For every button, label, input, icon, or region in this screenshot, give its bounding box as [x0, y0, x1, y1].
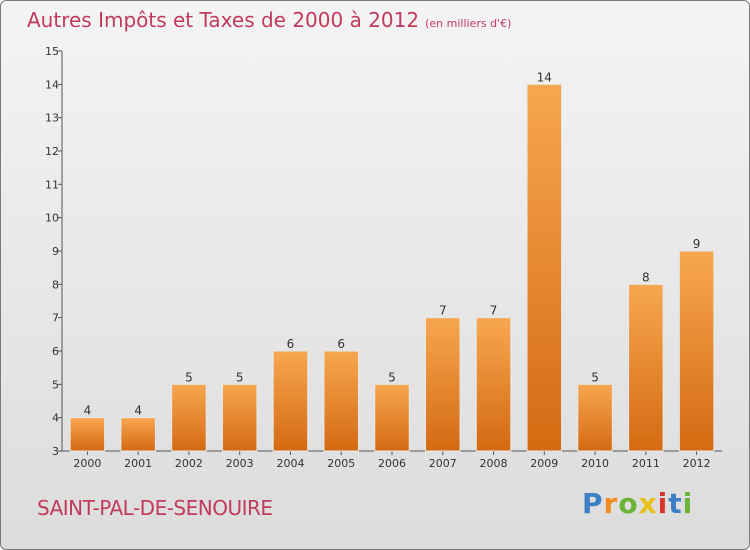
x-tick-label: 2000 [73, 457, 101, 470]
x-tick-label: 2005 [327, 457, 355, 470]
bar-value-label: 5 [236, 370, 244, 384]
y-tick-label: 15 [45, 45, 59, 58]
y-tick-label: 14 [45, 78, 59, 91]
logo-letter: x [638, 487, 658, 520]
bar-value-label: 7 [490, 304, 498, 318]
chart-labels: 2000 4 2001 4 2002 5 2003 5 2004 6 2005 6 2006 5 2007 7… [73, 70, 710, 470]
bar [374, 383, 410, 452]
y-tick-label: 4 [52, 412, 59, 425]
bar [323, 350, 359, 452]
bar [425, 317, 461, 452]
y-tick-label: 7 [52, 312, 59, 325]
commune-name: SAINT-PAL-DE-SENOUIRE [37, 496, 273, 520]
y-tick-label: 10 [45, 212, 59, 225]
y-tick-label: 12 [45, 145, 59, 158]
x-tick-label: 2010 [581, 457, 609, 470]
x-tick-label: 2004 [276, 457, 304, 470]
y-tick-label: 11 [45, 178, 59, 191]
y-tick-label: 5 [52, 378, 59, 391]
bar [171, 383, 207, 452]
y-tick-label: 3 [52, 445, 59, 458]
bar [678, 250, 715, 452]
bar [526, 83, 563, 452]
chart-title-text: Autres Impôts et Taxes de 2000 à 2012 [27, 8, 420, 32]
bar [221, 383, 258, 452]
bar-value-label: 5 [388, 370, 396, 384]
bar-value-label: 14 [537, 70, 552, 84]
bar-value-label: 4 [84, 404, 92, 418]
x-tick-label: 2009 [530, 457, 558, 470]
logo-letter: r [603, 487, 619, 520]
bar [577, 383, 613, 452]
x-tick-label: 2001 [124, 457, 152, 470]
y-tick-label: 8 [52, 278, 59, 291]
bar-value-label: 4 [134, 404, 142, 418]
bar [475, 317, 512, 452]
logo-letter: o [618, 487, 639, 520]
bar [120, 417, 156, 452]
bar-value-label: 8 [642, 270, 650, 284]
logo-letter: i [682, 487, 694, 520]
logo-letter: P [582, 487, 604, 520]
x-tick-label: 2008 [480, 457, 508, 470]
bar-value-label: 7 [439, 304, 447, 318]
chart-subtitle: (en milliers d'€) [425, 17, 512, 30]
bar [69, 417, 106, 452]
bar-value-label: 5 [591, 370, 599, 384]
x-tick-label: 2002 [175, 457, 203, 470]
x-tick-label: 2006 [378, 457, 406, 470]
y-tick-label: 13 [45, 112, 59, 125]
bar [272, 350, 309, 452]
bar-value-label: 6 [287, 337, 295, 351]
chart-title: Autres Impôts et Taxes de 2000 à 2012 (en… [27, 8, 511, 32]
x-tick-label: 2012 [683, 457, 711, 470]
chart-bars [69, 83, 715, 452]
x-tick-label: 2011 [632, 457, 660, 470]
y-tick-label: 6 [52, 345, 59, 358]
logo-letter: i [657, 487, 669, 520]
bar-value-label: 5 [185, 370, 193, 384]
bar-value-label: 6 [337, 337, 345, 351]
logo-letter: t [668, 487, 683, 520]
bar-value-label: 9 [693, 237, 701, 251]
proxiti-logo: Proxiti [582, 487, 693, 520]
y-tick-label: 9 [52, 245, 59, 258]
x-tick-label: 2007 [429, 457, 457, 470]
bar [628, 283, 664, 452]
x-tick-label: 2003 [226, 457, 254, 470]
